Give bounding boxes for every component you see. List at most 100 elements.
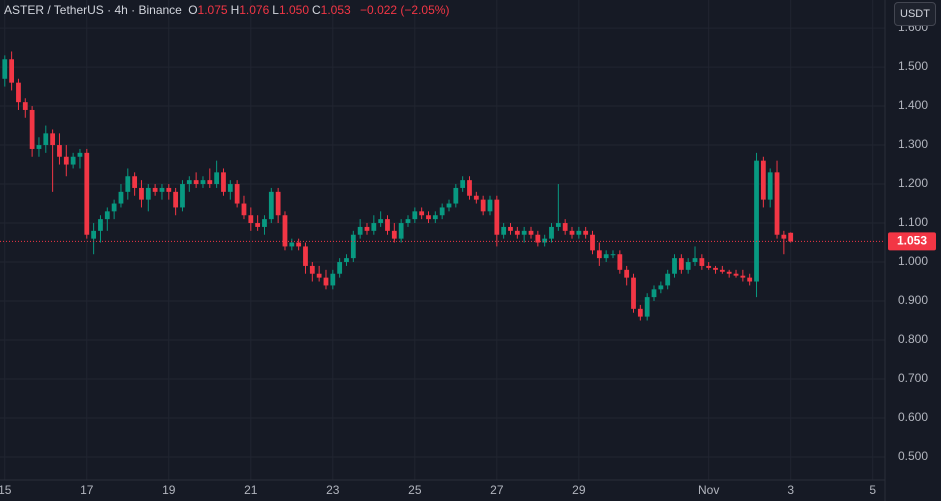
candle-body [173, 191, 179, 208]
candle-body [50, 133, 56, 146]
candle-body [631, 277, 636, 309]
candle-body [36, 145, 42, 149]
currency-button[interactable]: USDT [894, 2, 936, 26]
x-tick-label: 23 [326, 483, 340, 497]
candle-body [405, 219, 411, 224]
candle-body [412, 211, 418, 220]
candle-body [296, 242, 302, 247]
symbol: ASTER / TetherUS · 4h · Binance [4, 3, 182, 17]
candle-body [555, 223, 561, 227]
candle-body [644, 297, 650, 317]
candle-body [719, 269, 725, 272]
candle-body [460, 180, 466, 188]
candle-body [104, 211, 110, 220]
x-tick-label: 3 [787, 483, 794, 497]
candle-body [152, 187, 158, 192]
price-label: 1.053 [897, 234, 927, 248]
candle-body [678, 258, 684, 270]
candle-body [610, 254, 616, 256]
candle-body [16, 82, 21, 103]
candle-body [255, 223, 261, 227]
candle-body [234, 184, 240, 204]
candle-body [316, 273, 322, 278]
ohlc-value: 1.076 [239, 3, 270, 17]
candle-body [439, 207, 445, 216]
y-tick-label: 1.300 [898, 137, 928, 151]
candle-body [214, 172, 220, 185]
y-tick-label: 0.900 [898, 293, 928, 307]
candle-body [22, 102, 28, 110]
price-tag [888, 232, 936, 251]
x-tick-label: 17 [80, 483, 94, 497]
candle-body [166, 187, 172, 192]
candle-body [344, 258, 349, 263]
candle-body [651, 289, 657, 298]
candle-body [774, 172, 780, 235]
y-tick-label: 1.200 [898, 176, 928, 190]
x-tick-label: 19 [162, 483, 176, 497]
candle-body [207, 180, 213, 185]
candle-body [494, 199, 500, 235]
candle-body [569, 230, 575, 235]
candle-body [562, 223, 568, 231]
candle-body [508, 226, 513, 231]
candle-body [432, 215, 438, 220]
ohlc-value: 1.075 [197, 3, 228, 17]
ohlc-key: H [230, 3, 240, 17]
x-tick-label: 27 [490, 483, 504, 497]
candle-body [70, 156, 76, 165]
ohlc-key: L [272, 3, 279, 17]
candle-body [43, 133, 49, 146]
candle-body [330, 273, 336, 286]
candle-body [624, 269, 630, 278]
candle-body [77, 152, 83, 157]
candle-body [391, 230, 397, 239]
candle-body [275, 191, 281, 216]
candle-body [480, 199, 486, 212]
candle-body [685, 262, 691, 270]
candle-body [2, 59, 8, 79]
candle-body [186, 180, 192, 185]
x-tick-label: 25 [408, 483, 422, 497]
candle-body [453, 187, 459, 204]
candle-body [733, 273, 739, 276]
candle-body [337, 262, 343, 274]
candle-body [385, 219, 390, 231]
candle-body [111, 203, 117, 212]
candle-body [535, 234, 541, 243]
candle-body [371, 223, 377, 231]
candle-body [467, 180, 472, 196]
candle-body [398, 223, 404, 239]
candle-body [699, 258, 705, 266]
candle-body [747, 277, 753, 282]
candle-body [139, 187, 144, 200]
legend: ASTER / TetherUS · 4h · Binance O1.075 H1… [4, 3, 452, 17]
candle-body [268, 191, 274, 220]
candle-body [549, 226, 554, 239]
candle-body [637, 308, 643, 317]
candle-body [446, 203, 452, 208]
candle-body [767, 172, 773, 200]
candle-body [754, 160, 759, 282]
candle-body [132, 176, 138, 188]
x-tick-label: Nov [698, 483, 719, 497]
candle-body [200, 180, 206, 185]
candle-body [473, 195, 479, 200]
candle-body [221, 172, 226, 192]
candle-body [309, 265, 315, 274]
candle-body [357, 226, 363, 235]
y-tick-label: 0.600 [898, 410, 928, 424]
candle-body [241, 203, 247, 216]
candle-body [487, 199, 493, 212]
candle-body [118, 191, 124, 204]
candle-body [514, 230, 520, 235]
candle-body [760, 160, 766, 200]
y-tick-label: 1.400 [898, 98, 928, 112]
candle-body [98, 219, 103, 231]
candle-body [713, 267, 718, 270]
y-tick-label: 0.500 [898, 449, 928, 463]
candle-body [227, 184, 233, 192]
ohlc-key: C [312, 3, 321, 17]
x-tick-label: 5 [869, 483, 876, 497]
